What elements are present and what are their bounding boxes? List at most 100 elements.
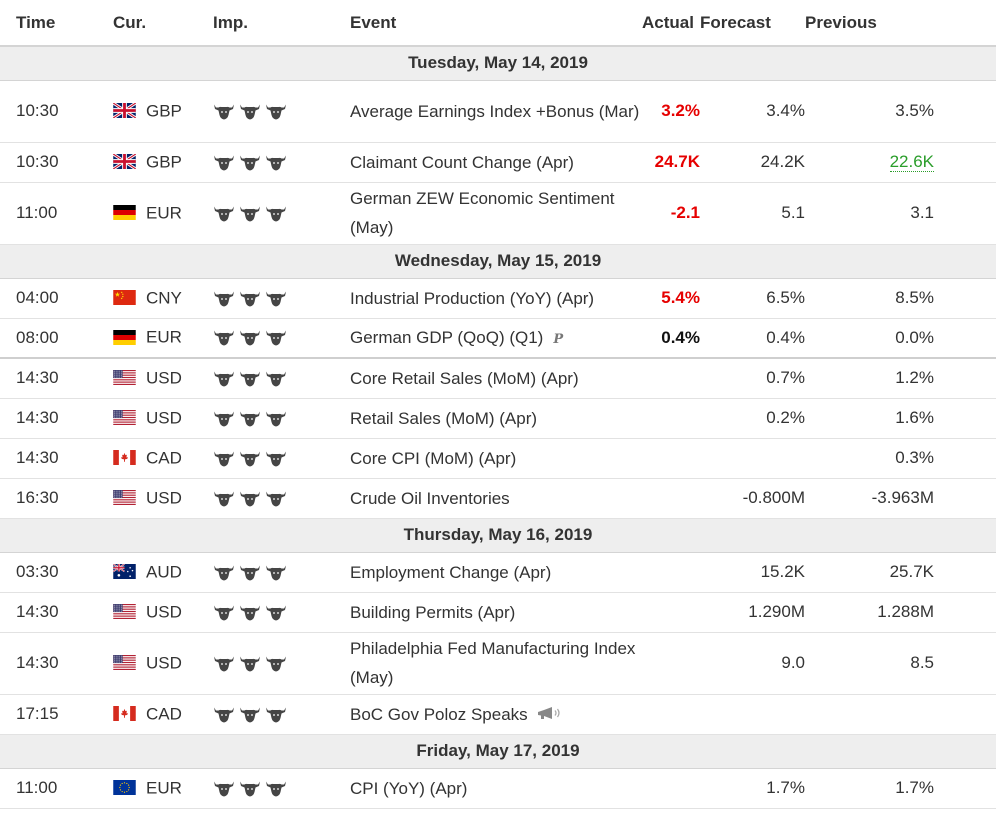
event-name-cell[interactable]: Crude Oil Inventories bbox=[350, 478, 642, 519]
event-row[interactable]: 08:00 EUR German GDP (QoQ) (Q1) P 0.4% 0.4% 0.… bbox=[0, 318, 996, 359]
gb-flag-icon-graphic bbox=[112, 101, 137, 119]
event-currency-cell: EUR bbox=[113, 768, 213, 809]
bull-icon bbox=[214, 565, 234, 581]
event-importance bbox=[213, 478, 350, 519]
event-actual bbox=[642, 398, 700, 439]
bull-icon bbox=[266, 656, 286, 672]
importance-bulls bbox=[213, 370, 287, 388]
event-name-cell[interactable]: Philadelphia Fed Manufacturing Index (Ma… bbox=[350, 632, 642, 695]
event-row[interactable]: 04:00 CNY Industrial Production (YoY) (Apr… bbox=[0, 278, 996, 319]
date-row: Friday, May 17, 2019 bbox=[0, 733, 996, 769]
gb-flag-icon bbox=[112, 152, 137, 170]
event-previous: 25.7K bbox=[805, 552, 996, 593]
date-row: Tuesday, May 14, 2019 bbox=[0, 45, 996, 81]
event-time: 10:30 bbox=[0, 142, 113, 183]
us-flag-icon bbox=[113, 489, 136, 505]
previous-value: 0.0% bbox=[895, 327, 934, 347]
bull-icon bbox=[266, 155, 286, 171]
event-time: 14:30 bbox=[0, 592, 113, 633]
importance-bulls bbox=[213, 655, 287, 673]
event-importance bbox=[213, 592, 350, 633]
event-row[interactable]: 16:30 USD Crude Oil Inventories -0.800M -3.9… bbox=[0, 478, 996, 519]
ca-flag-icon bbox=[113, 705, 136, 721]
bull-icon bbox=[240, 656, 260, 672]
previous-value[interactable]: 22.6K bbox=[889, 152, 934, 172]
event-row[interactable]: 11:00 EUR German ZEW Economic Sentiment (M… bbox=[0, 182, 996, 245]
event-actual bbox=[642, 478, 700, 519]
importance-bulls bbox=[213, 103, 287, 121]
event-row[interactable]: 10:30 GBP Average Earnings Index +Bonus (M… bbox=[0, 80, 996, 143]
event-name-cell[interactable]: Industrial Production (YoY) (Apr) bbox=[350, 278, 642, 319]
event-name-cell[interactable]: German GDP (QoQ) (Q1) P bbox=[350, 318, 642, 359]
event-name[interactable]: CPI (YoY) (Apr) bbox=[350, 778, 468, 798]
us-flag-icon-graphic bbox=[113, 603, 136, 619]
event-row[interactable]: 17:15 CAD BoC Gov Poloz Speaks bbox=[0, 694, 996, 735]
event-actual: 24.7K bbox=[642, 142, 700, 183]
header-actual[interactable]: Actual bbox=[642, 0, 700, 47]
header-importance[interactable]: Imp. bbox=[213, 0, 350, 47]
bull-icon bbox=[266, 371, 286, 387]
bull-icon bbox=[266, 491, 286, 507]
event-name-cell[interactable]: Claimant Count Change (Apr) bbox=[350, 142, 642, 183]
event-name[interactable]: Core Retail Sales (MoM) (Apr) bbox=[350, 368, 579, 388]
event-name-cell[interactable]: Building Permits (Apr) bbox=[350, 592, 642, 633]
event-name[interactable]: Retail Sales (MoM) (Apr) bbox=[350, 408, 538, 428]
event-previous: 22.6K bbox=[805, 142, 996, 183]
event-name[interactable]: German GDP (QoQ) (Q1) bbox=[350, 328, 544, 348]
header-previous[interactable]: Previous bbox=[805, 0, 996, 47]
event-name[interactable]: BoC Gov Poloz Speaks bbox=[350, 704, 528, 724]
calendar-body: Tuesday, May 14, 2019 10:30 GBP Average Ear… bbox=[0, 45, 996, 809]
event-name-cell[interactable]: Core Retail Sales (MoM) (Apr) bbox=[350, 358, 642, 399]
importance-bulls bbox=[213, 706, 287, 724]
event-row[interactable]: 14:30 CAD Core CPI (MoM) (Apr) 0.3% bbox=[0, 438, 996, 479]
de-flag-icon-graphic bbox=[113, 329, 136, 345]
header-event[interactable]: Event bbox=[350, 0, 642, 47]
bull-icon bbox=[214, 330, 234, 346]
event-name-cell[interactable]: CPI (YoY) (Apr) bbox=[350, 768, 642, 809]
event-time: 04:00 bbox=[0, 278, 113, 319]
event-importance bbox=[213, 80, 350, 143]
event-name[interactable]: German ZEW Economic Sentiment (May) bbox=[350, 189, 615, 237]
event-name[interactable]: Philadelphia Fed Manufacturing Index (Ma… bbox=[350, 639, 636, 687]
event-name[interactable]: Average Earnings Index +Bonus (Mar) bbox=[350, 101, 640, 121]
importance-bulls bbox=[213, 154, 287, 172]
de-flag-icon bbox=[113, 204, 136, 220]
header-time[interactable]: Time bbox=[0, 0, 113, 47]
bull-icon bbox=[214, 451, 234, 467]
event-name[interactable]: Crude Oil Inventories bbox=[350, 488, 510, 508]
event-name-cell[interactable]: Core CPI (MoM) (Apr) bbox=[350, 438, 642, 479]
header-forecast[interactable]: Forecast bbox=[700, 0, 805, 47]
event-forecast: 24.2K bbox=[700, 142, 805, 183]
event-name-cell[interactable]: BoC Gov Poloz Speaks bbox=[350, 694, 642, 735]
event-row[interactable]: 11:00 EUR CPI (YoY) (Apr) 1.7% 1.7% bbox=[0, 768, 996, 809]
currency-code: EUR bbox=[146, 328, 182, 347]
event-name-cell[interactable]: Retail Sales (MoM) (Apr) bbox=[350, 398, 642, 439]
event-row[interactable]: 14:30 USD Retail Sales (MoM) (Apr) 0.2% 1.6% bbox=[0, 398, 996, 439]
event-previous: 3.1 bbox=[805, 182, 996, 245]
actual-value: 24.7K bbox=[654, 152, 700, 171]
bull-icon bbox=[240, 451, 260, 467]
event-forecast: 15.2K bbox=[700, 552, 805, 593]
event-name[interactable]: Claimant Count Change (Apr) bbox=[350, 152, 574, 172]
event-name-cell[interactable]: Employment Change (Apr) bbox=[350, 552, 642, 593]
actual-value: -2.1 bbox=[670, 203, 700, 222]
event-name[interactable]: Employment Change (Apr) bbox=[350, 562, 552, 582]
event-name[interactable]: Building Permits (Apr) bbox=[350, 602, 516, 622]
event-row[interactable]: 14:30 USD Core Retail Sales (MoM) (Apr) 0.7… bbox=[0, 358, 996, 399]
event-name[interactable]: Industrial Production (YoY) (Apr) bbox=[350, 288, 595, 308]
ca-flag-icon bbox=[113, 449, 136, 465]
event-name[interactable]: Core CPI (MoM) (Apr) bbox=[350, 448, 517, 468]
event-row[interactable]: 03:30 AUD Employment Change (Apr) 15.2K 25.7… bbox=[0, 552, 996, 593]
header-currency[interactable]: Cur. bbox=[113, 0, 213, 47]
previous-value: 3.5% bbox=[895, 101, 934, 120]
currency-code: CNY bbox=[146, 288, 182, 308]
bull-icon bbox=[240, 491, 260, 507]
event-row[interactable]: 14:30 USD Building Permits (Apr) 1.290M 1.28… bbox=[0, 592, 996, 633]
date-row: Thursday, May 16, 2019 bbox=[0, 517, 996, 553]
event-row[interactable]: 10:30 GBP Claimant Count Change (Apr) 24.7K… bbox=[0, 142, 996, 183]
event-name-cell[interactable]: German ZEW Economic Sentiment (May) bbox=[350, 182, 642, 245]
previous-value: 3.1 bbox=[910, 203, 934, 222]
event-row[interactable]: 14:30 USD Philadelphia Fed Manufacturing I… bbox=[0, 632, 996, 695]
event-importance bbox=[213, 694, 350, 735]
event-name-cell[interactable]: Average Earnings Index +Bonus (Mar) bbox=[350, 80, 642, 143]
